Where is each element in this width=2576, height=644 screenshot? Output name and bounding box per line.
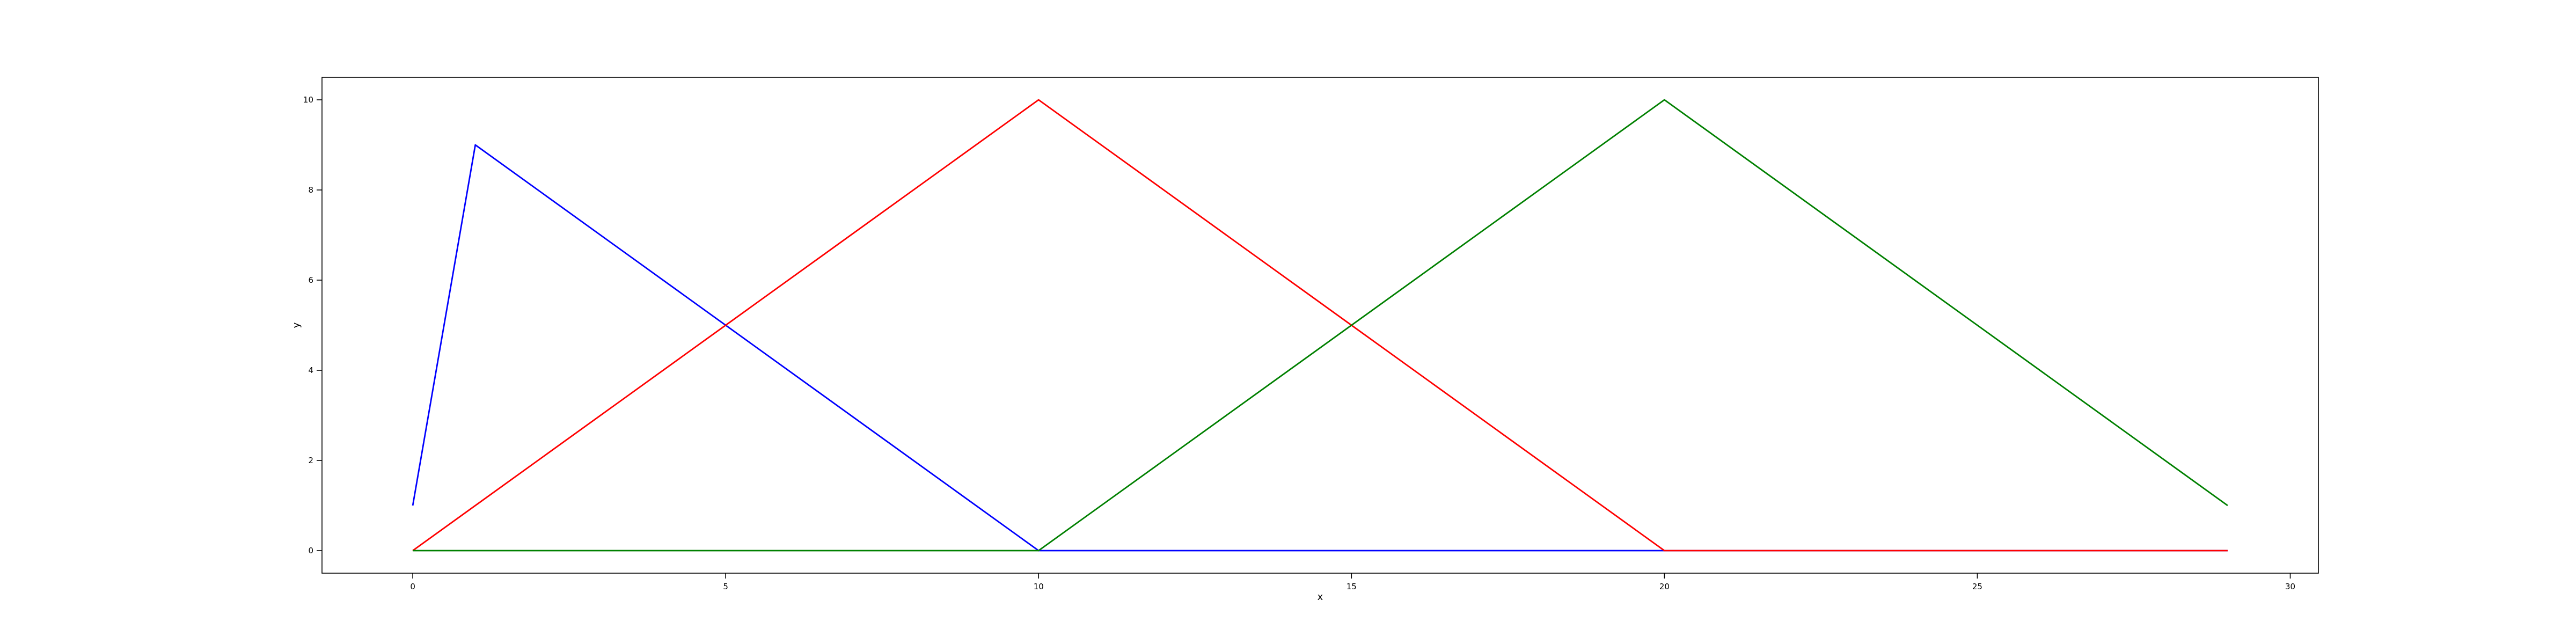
- y-tick-label: 10: [303, 95, 313, 105]
- x-axis-label: x: [1318, 591, 1323, 603]
- series-line-1: [412, 144, 2228, 552]
- x-tick-label: 20: [1659, 582, 1670, 591]
- series-line-2: [412, 99, 2228, 552]
- series-layer: [412, 99, 2228, 552]
- y-tick-label: 8: [308, 185, 313, 195]
- y-axis: 0 2 4 6 8 10: [303, 95, 322, 555]
- y-tick-label: 4: [308, 365, 313, 375]
- plot-frame: [321, 77, 2319, 574]
- x-tick-label: 5: [723, 582, 728, 591]
- y-tick-label: 2: [308, 456, 313, 465]
- y-tick-label: 6: [308, 275, 313, 285]
- x-axis: 0 5 10 15 20 25 30: [410, 573, 2295, 591]
- x-tick-label: 10: [1034, 582, 1044, 591]
- series-line-3: [413, 99, 2228, 552]
- x-tick-label: 30: [2285, 582, 2295, 591]
- y-axis-label: y: [291, 322, 302, 328]
- y-tick-label: 0: [308, 546, 313, 555]
- x-tick-label: 15: [1346, 582, 1357, 591]
- x-tick-label: 0: [410, 582, 415, 591]
- x-tick-label: 25: [1972, 582, 1982, 591]
